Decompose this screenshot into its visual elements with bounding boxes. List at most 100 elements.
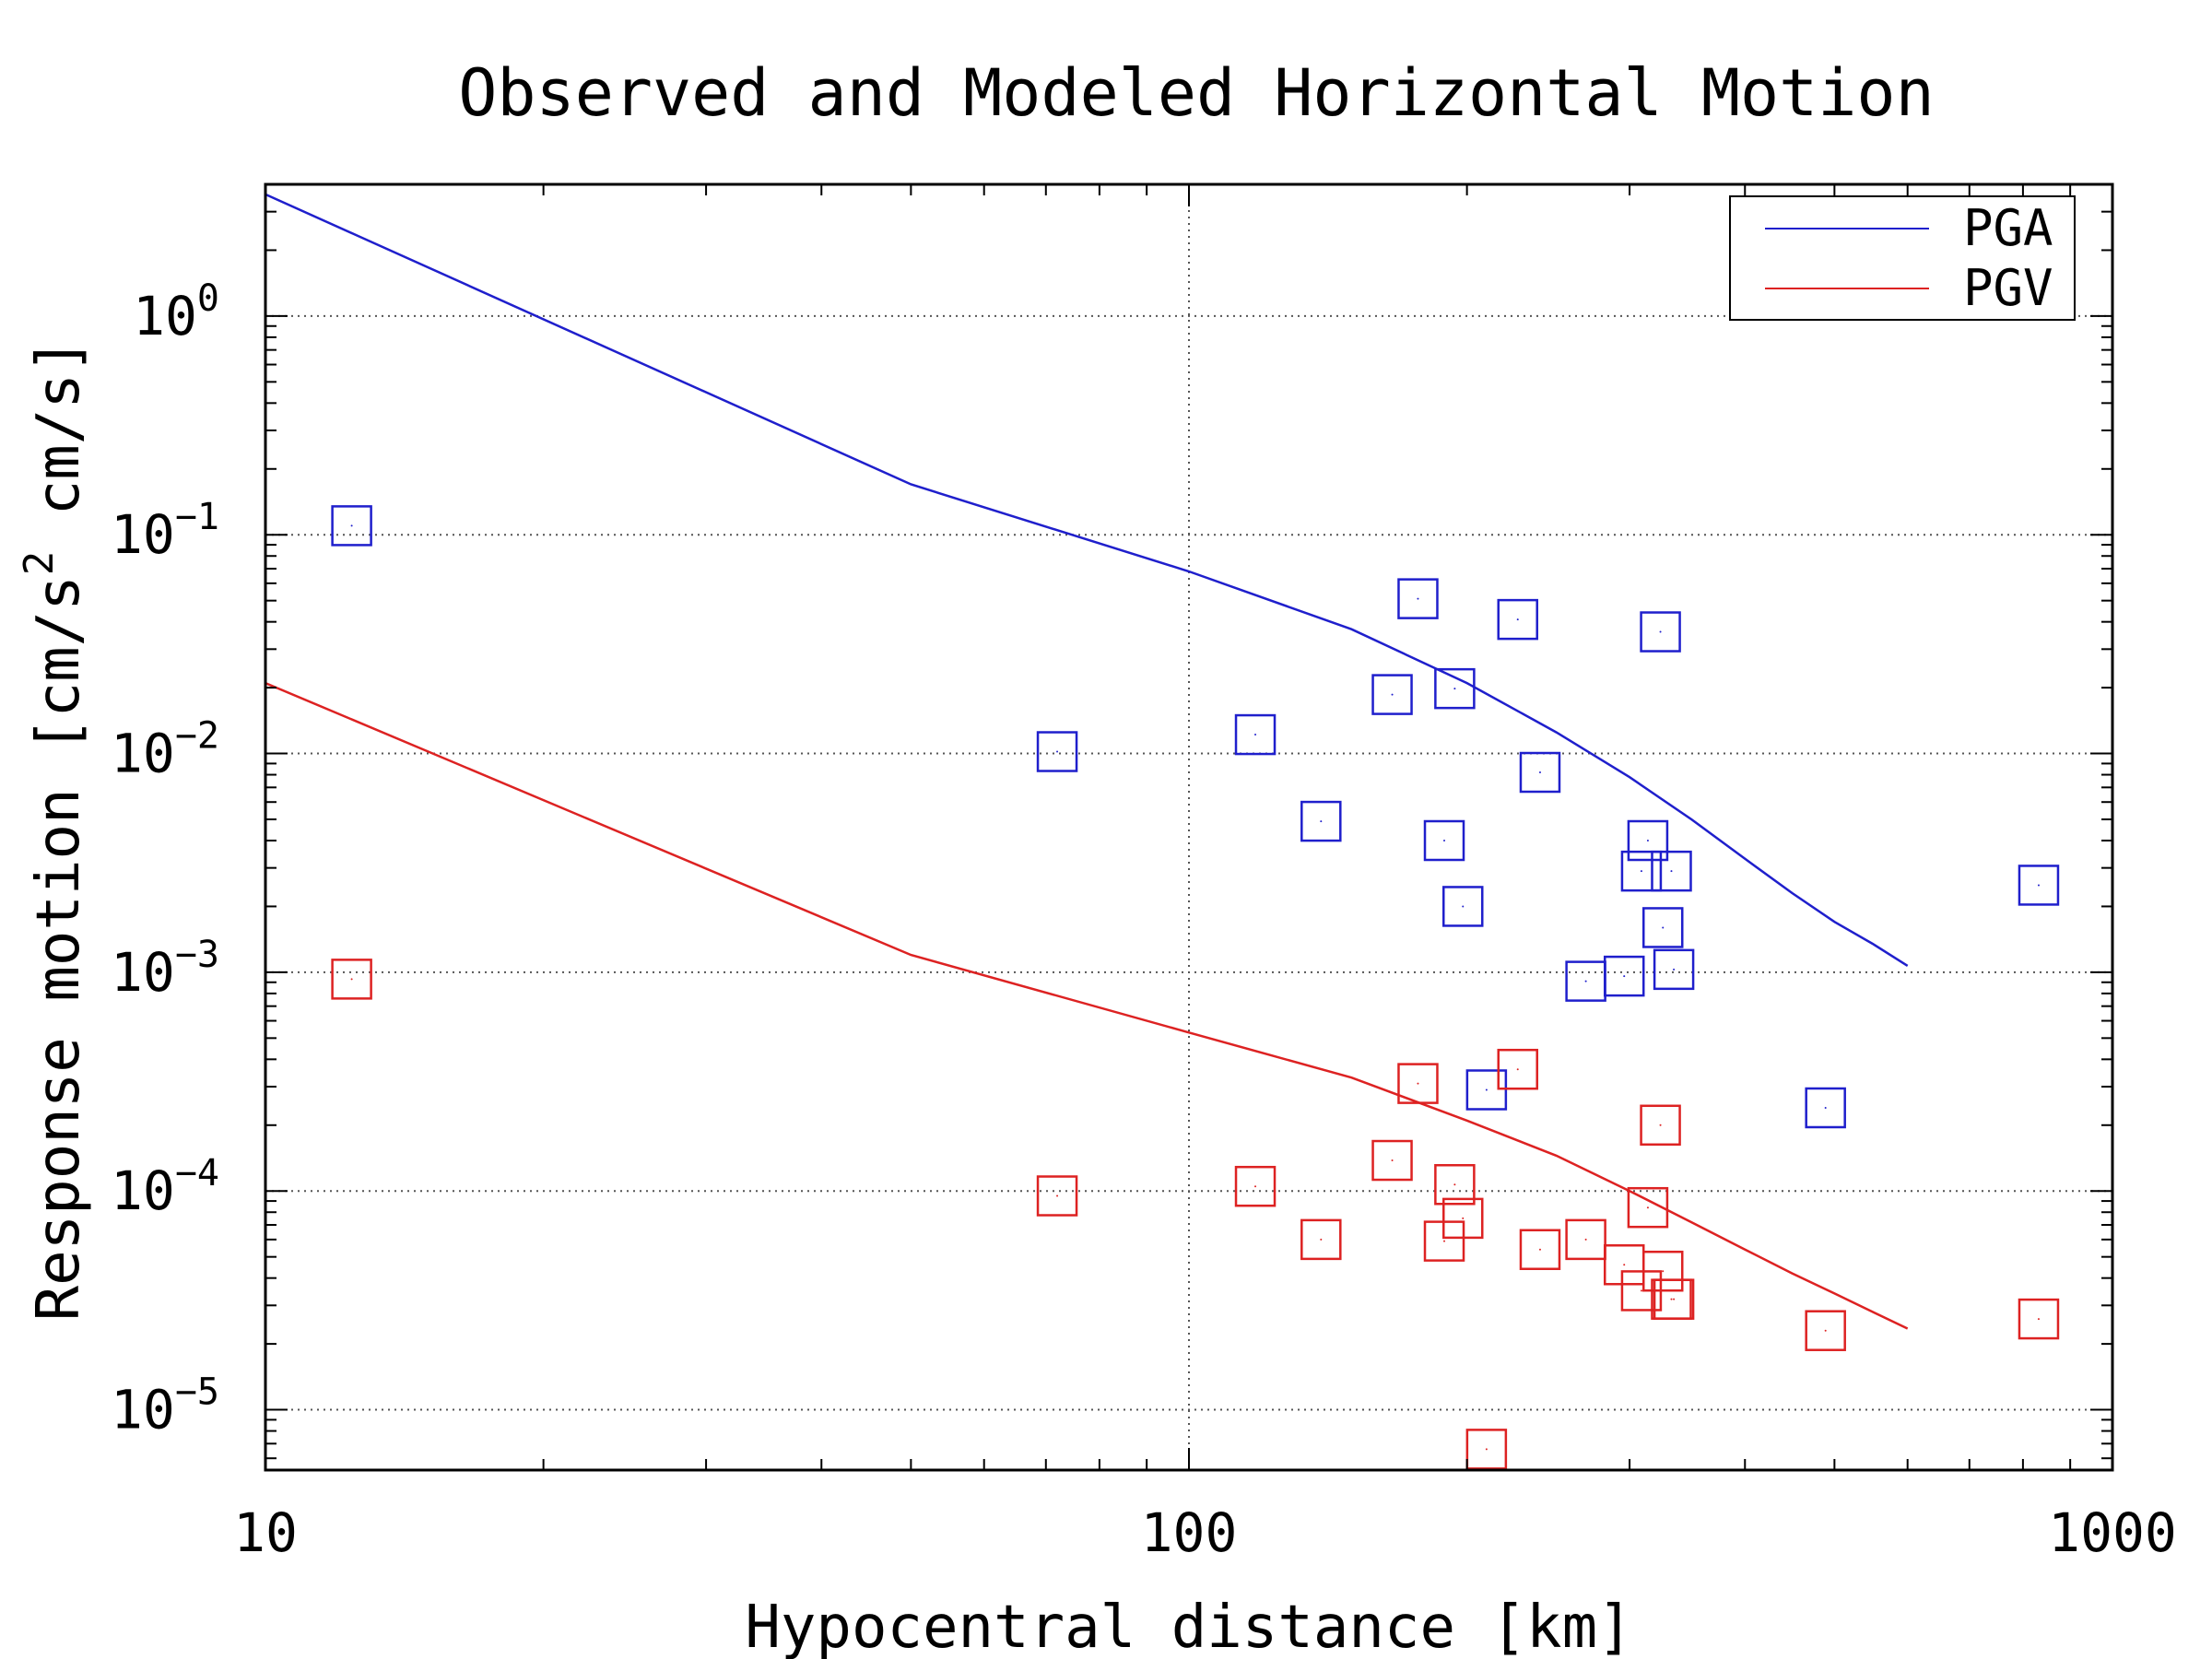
- y-tick-label-exponent: 0: [197, 277, 219, 320]
- pga-observed-marker: [1620, 850, 1663, 892]
- pga-observed-point: [1320, 820, 1323, 823]
- pga-observed-marker: [331, 505, 372, 547]
- pga-observed-point: [1417, 597, 1419, 600]
- pga-observed-marker: [1036, 731, 1078, 772]
- y-tick-label-base: 10: [111, 1379, 175, 1441]
- pgv-observed-marker: [1641, 1250, 1684, 1292]
- y-tick-label-base: 10: [133, 285, 197, 347]
- pgv-observed-point: [1623, 1264, 1626, 1266]
- pgv-observed-marker: [1640, 1104, 1681, 1147]
- y-tick-label-exponent: −4: [175, 1152, 219, 1194]
- pgv-observed-marker: [1805, 1310, 1846, 1351]
- pgv-observed-point: [1670, 1298, 1673, 1300]
- pga-observed-point: [1623, 975, 1626, 978]
- pgv-observed-point: [1584, 1238, 1587, 1241]
- pgv-observed-marker: [1565, 1218, 1606, 1261]
- pgv-observed-marker: [1519, 1229, 1561, 1270]
- pgv-observed-point: [1391, 1159, 1394, 1162]
- pga-observed-point: [1662, 926, 1665, 929]
- pgv-observed-marker: [1371, 1139, 1413, 1182]
- pgv-observed-marker: [1465, 1429, 1508, 1470]
- pga-observed-point: [1443, 840, 1446, 842]
- pga-observed-marker: [1627, 819, 1669, 862]
- y-tick-label-exponent: −5: [175, 1371, 219, 1414]
- pga-observed-marker: [1651, 850, 1692, 892]
- y-axis-label-superscript: 2: [16, 551, 63, 576]
- pga-observed-point: [1056, 750, 1059, 753]
- plot-series: [265, 193, 2060, 1470]
- y-tick-label: 10−3: [111, 934, 219, 1004]
- pga-observed-point: [1254, 734, 1257, 736]
- pga-observed-marker: [1641, 907, 1684, 948]
- pga-observed-marker: [1603, 955, 1645, 997]
- pga-observed-point: [1673, 968, 1676, 971]
- pgv-observed-point: [1673, 1298, 1676, 1300]
- pgv-observed-marker: [1434, 1164, 1476, 1206]
- pgv-observed-marker: [1653, 1278, 1695, 1320]
- pga-observed-marker: [2018, 865, 2060, 906]
- pga-model-line: [265, 193, 1909, 967]
- pgv-observed-point: [1516, 1068, 1519, 1071]
- y-tick-label-base: 10: [111, 941, 175, 1004]
- legend-pga-label: PGA: [1963, 199, 2053, 257]
- pga-observed-marker: [1640, 611, 1681, 653]
- y-axis-label: Response motion [cm/s2 cm/s]: [16, 338, 93, 1322]
- pga-observed-marker: [1442, 886, 1484, 927]
- x-axis-label: Hypocentral distance [km]: [745, 1594, 1632, 1659]
- y-axis-label-part2: cm/s]: [25, 338, 93, 551]
- pga-observed-point: [1659, 630, 1662, 633]
- y-tick-label-base: 10: [111, 1159, 175, 1222]
- pgv-observed-point: [350, 978, 353, 981]
- y-tick-label-exponent: −2: [175, 715, 219, 758]
- pga-observed-point: [1538, 771, 1541, 774]
- y-tick-label: 10−4: [111, 1152, 219, 1222]
- pgv-observed-point: [1640, 1289, 1642, 1292]
- pga-observed-point: [1391, 693, 1394, 696]
- y-tick-label: 10−2: [111, 715, 219, 785]
- pga-observed-point: [1670, 870, 1673, 873]
- x-tick-label: 100: [1141, 1501, 1238, 1564]
- pga-observed-marker: [1371, 674, 1413, 715]
- y-tick-label: 100: [133, 277, 219, 347]
- chart-title: Observed and Modeled Horizontal Motion: [458, 55, 1934, 131]
- pga-observed-marker: [1423, 819, 1465, 862]
- pga-observed-marker: [1397, 578, 1439, 619]
- y-tick-label: 10−1: [111, 496, 219, 566]
- pgv-observed-marker: [331, 959, 372, 1000]
- grid: [265, 184, 2112, 1470]
- pgv-observed-marker: [2018, 1298, 2060, 1340]
- legend-box: [1729, 195, 2076, 321]
- pgv-observed-point: [1662, 1270, 1665, 1273]
- axis-ticks: [265, 183, 2113, 1470]
- pgv-observed-point: [1824, 1329, 1827, 1332]
- x-tick-label: 1000: [2048, 1501, 2177, 1564]
- pgv-observed-point: [1646, 1206, 1649, 1209]
- pgv-observed-marker: [1300, 1218, 1342, 1261]
- y-axis-label-part1: Response motion [cm/s: [25, 575, 93, 1321]
- pga-observed-marker: [1434, 667, 1476, 710]
- pga-observed-point: [1462, 905, 1465, 908]
- pga-observed-point: [1584, 980, 1587, 982]
- pga-observed-point: [2037, 884, 2040, 887]
- pga-observed-marker: [1465, 1069, 1508, 1111]
- pga-observed-marker: [1497, 598, 1538, 641]
- pga-observed-point: [1453, 688, 1456, 690]
- y-tick-label: 10−5: [111, 1371, 219, 1441]
- pgv-observed-point: [1538, 1248, 1541, 1251]
- pga-observed-point: [1485, 1088, 1488, 1091]
- legend: PGA PGV: [1729, 195, 2076, 321]
- x-tick-label: 10: [233, 1501, 298, 1564]
- pga-observed-marker: [1234, 713, 1277, 756]
- y-tick-label-exponent: −3: [175, 934, 219, 976]
- pga-observed-point: [1516, 618, 1519, 621]
- pga-observed-point: [1646, 840, 1649, 842]
- x-tick-labels: 10 100 1000: [233, 1501, 2177, 1564]
- pga-observed-point: [1824, 1106, 1827, 1109]
- pgv-observed-point: [2037, 1318, 2040, 1321]
- pgv-observed-point: [1443, 1240, 1446, 1242]
- pgv-observed-marker: [1036, 1175, 1078, 1217]
- pgv-observed-marker: [1234, 1165, 1277, 1207]
- pgv-observed-point: [1417, 1082, 1419, 1085]
